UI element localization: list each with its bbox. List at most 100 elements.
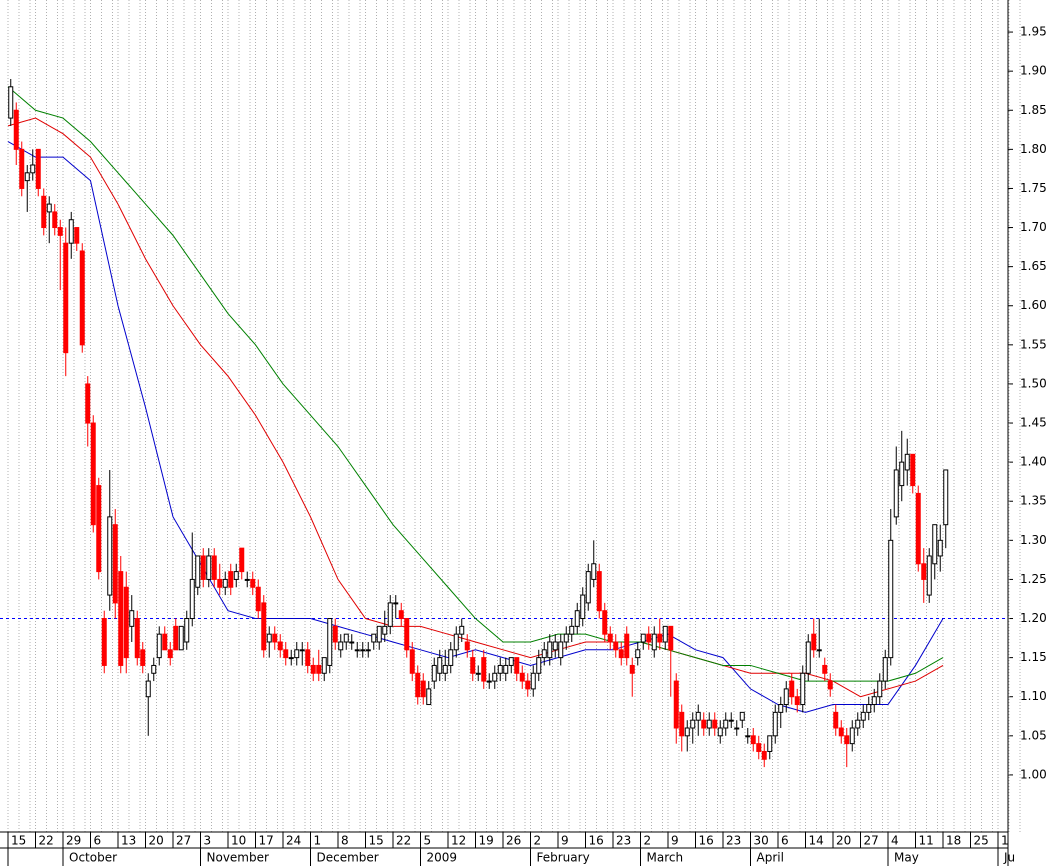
candle-body [624,633,630,659]
candle-body [552,641,558,651]
candle-body [112,524,118,604]
candle-body [68,219,74,244]
y-tick-label: 1.55 [1020,337,1047,351]
x-tick-label: 23 [616,834,631,848]
candle-body [90,422,96,526]
x-tick-label: 20 [149,834,164,848]
candle-body [833,711,839,729]
candle-body [13,109,19,150]
candle-body [200,555,206,580]
candle-body [558,641,564,659]
candle-body [228,571,234,588]
candle-body [123,586,129,659]
candle-body [41,195,47,229]
candle-body [640,633,646,643]
candle-body [382,625,388,635]
candle-body [811,633,817,651]
x-tick-label: 27 [864,834,879,848]
candle-body [684,727,690,737]
candle-body [646,633,652,643]
candle-body [156,633,162,659]
candle-body [822,664,828,674]
month-label: May [894,851,919,865]
candle-body [189,578,195,620]
candle-body [79,250,85,346]
candle-body [470,657,476,674]
candle-body [800,672,806,706]
candle-body [574,610,580,627]
candle-body [145,680,151,698]
candle-body [932,524,938,565]
candle-body [767,735,773,752]
candle-body [409,649,415,674]
candle-body [596,571,602,612]
candle-body [712,719,718,729]
x-tick-label: 20 [836,834,851,848]
candle-body [651,633,657,651]
candle-body [393,602,399,605]
x-tick-label: 9 [671,834,679,848]
candle-body [448,649,454,666]
candle-body [294,649,300,659]
candle-body [140,649,146,666]
x-tick-label: 1 [1001,834,1009,848]
candle-body [514,657,520,674]
candle-body [184,618,190,643]
month-label: April [757,851,784,865]
candle-body [855,719,861,729]
x-tick-label: 12 [451,834,466,848]
candle-body [129,610,135,627]
candle-body [222,578,228,588]
x-tick-label: 19 [479,834,494,848]
candle-body [937,539,943,557]
candle-body [717,727,723,737]
candle-body [772,711,778,737]
candle-body [866,704,872,713]
candle-body [398,610,404,620]
candle-body [195,555,201,588]
candle-body [519,672,525,682]
candle-body [871,696,877,706]
candle-body [899,461,905,487]
moving-average-line [7,141,944,713]
x-tick-label: 10 [231,834,246,848]
x-tick-label: 17 [259,834,274,848]
candle-body [453,633,459,651]
candle-body [244,578,250,581]
candle-body [508,657,514,666]
x-tick-label: 16 [589,834,604,848]
candle-body [569,625,575,635]
candle-body [602,610,608,635]
candle-body [904,453,910,471]
candle-body [701,719,707,729]
candle-body [8,86,14,119]
candle-body [943,469,949,526]
month-label: December [317,851,379,865]
x-tick-label: 15 [11,834,26,848]
candle-body [497,664,503,674]
candle-body [921,563,927,580]
x-tick-label: 8 [341,834,349,848]
x-tick-label: 11 [919,834,934,848]
candle-body [673,680,679,729]
x-tick-label: 23 [726,834,741,848]
x-tick-label: 25 [974,834,989,848]
x-tick-label: 29 [66,834,81,848]
x-tick-label: 26 [506,834,521,848]
candle-body [250,578,256,588]
candle-body [162,633,168,651]
month-label: November [207,851,269,865]
candle-body [541,649,547,659]
x-tick-label: 22 [39,834,54,848]
candle-body [365,649,371,652]
candle-body [805,641,811,674]
candle-body [101,618,107,666]
candle-body [613,641,619,651]
x-tick-label: 18 [946,834,961,848]
candle-body [376,625,382,643]
candle-body [96,485,102,573]
candle-body [827,680,833,690]
candle-body [107,516,113,596]
x-tick-label: 16 [699,834,714,848]
